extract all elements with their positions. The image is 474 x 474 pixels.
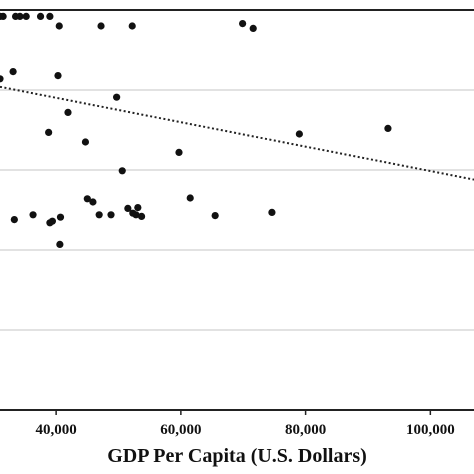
data-point	[295, 130, 303, 138]
data-point	[124, 204, 132, 212]
data-point	[134, 204, 142, 212]
data-point	[0, 75, 4, 83]
data-point	[239, 20, 247, 28]
data-point	[22, 12, 30, 20]
data-point	[56, 213, 65, 221]
data-point	[16, 12, 24, 20]
data-point	[107, 211, 115, 219]
data-point	[0, 12, 7, 20]
data-point	[137, 212, 146, 220]
data-points	[0, 12, 392, 248]
data-point	[81, 138, 90, 146]
x-tick-label: 40,000	[36, 422, 77, 438]
data-point	[128, 22, 136, 30]
data-point	[10, 216, 18, 224]
x-axis-ticks: 40,000 60,000 80,000 100,000	[36, 410, 455, 438]
data-point	[95, 211, 103, 219]
data-point	[64, 108, 72, 116]
gridlines	[0, 9, 474, 331]
data-point	[89, 198, 97, 206]
data-point	[97, 22, 105, 30]
data-point	[56, 240, 64, 248]
data-point	[175, 148, 183, 156]
data-point	[186, 194, 194, 202]
data-point	[55, 22, 63, 30]
data-point	[46, 12, 54, 20]
data-point	[113, 93, 121, 101]
data-point	[249, 24, 257, 32]
x-tick-label: 100,000	[406, 422, 455, 438]
data-point	[384, 124, 392, 132]
data-point	[54, 72, 62, 80]
data-point	[83, 195, 91, 203]
data-point	[118, 167, 126, 175]
x-tick-label: 80,000	[285, 422, 326, 438]
x-tick-label: 60,000	[160, 422, 201, 438]
data-point	[48, 217, 56, 225]
data-point	[9, 68, 17, 76]
data-point	[45, 128, 53, 136]
x-axis-title: GDP Per Capita (U.S. Dollars)	[107, 445, 367, 467]
data-point	[211, 212, 219, 220]
data-point	[132, 211, 140, 219]
data-point	[36, 12, 45, 20]
data-point	[29, 211, 37, 219]
trendline	[0, 85, 474, 181]
data-point	[268, 208, 276, 216]
